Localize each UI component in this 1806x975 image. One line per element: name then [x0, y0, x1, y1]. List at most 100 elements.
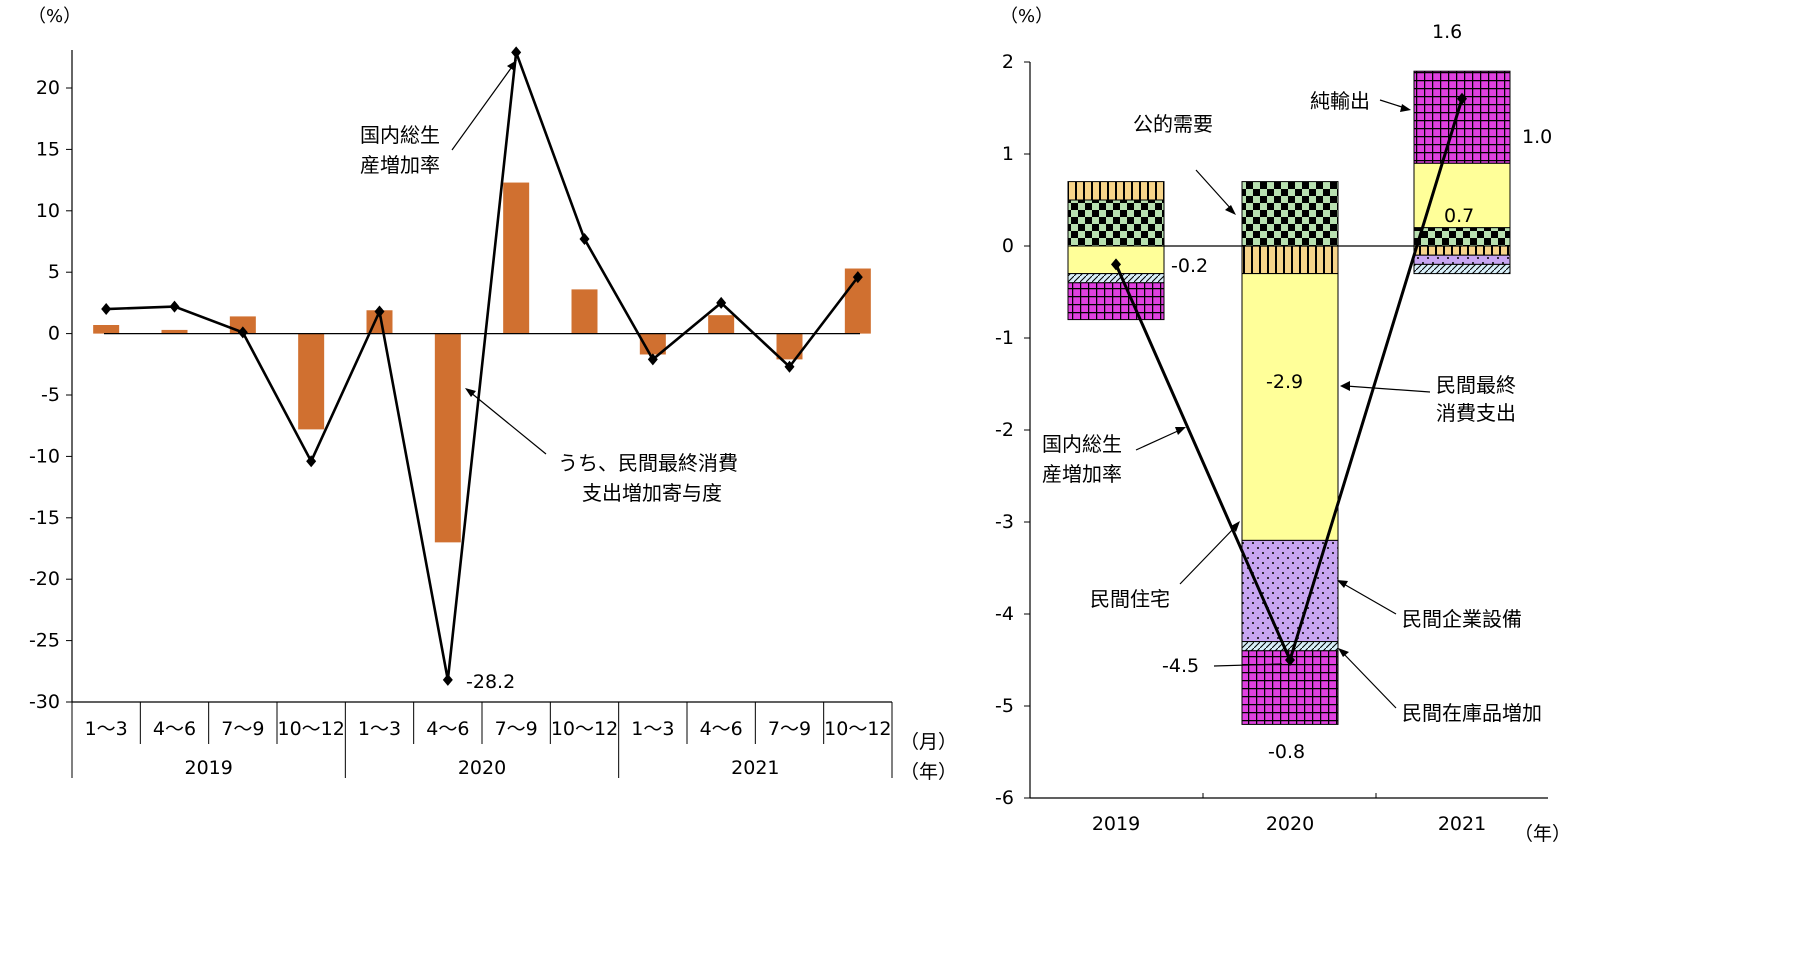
left-gdp-point: [374, 305, 385, 318]
left-gdp-point: [169, 300, 180, 313]
left-x-tick-label: 1～3: [85, 718, 128, 740]
label-gdp-2020: -4.5: [1162, 655, 1199, 677]
right-gdp-point: [1457, 92, 1467, 105]
label-pce-2020: -2.9: [1266, 371, 1303, 393]
left-annotation-arrows: [451, 60, 547, 455]
left-x-tick-label: 4～6: [700, 718, 743, 740]
stacked-segment-yellow: [1413, 162, 1511, 229]
right-y-tick-label: -2: [995, 419, 1014, 441]
left-y-unit-label: （%）: [28, 6, 81, 27]
left-year-unit: （年）: [900, 761, 957, 783]
right-stacked-bars: [1067, 70, 1511, 725]
left-gdp-point: [442, 673, 453, 686]
left-y-tick-label: -25: [29, 630, 60, 652]
left-gdp-point: [579, 233, 590, 246]
right-y-tick-label: -5: [995, 695, 1014, 717]
left-gdp-point: [784, 360, 795, 373]
left-gdp-point: [647, 353, 658, 366]
left-gdp-point: [101, 303, 112, 316]
left-y-tick-label: -20: [29, 568, 60, 590]
left-year-label: 2020: [458, 757, 506, 779]
label-netexp-2021: 1.0: [1522, 126, 1552, 148]
left-bar: [708, 315, 735, 334]
left-gdp-point: [306, 455, 317, 468]
stacked-segment-dots: [1241, 539, 1339, 643]
stacked-segment-vstripe: [1067, 181, 1165, 201]
left-x-axis: 1～3 4～6 7～9 10～12 1～3 4～6 7～9 10～12 1～3 4～6 7～9 10～…: [71, 701, 893, 779]
stacked-segment-grid: [1067, 282, 1165, 321]
left-x-tick-label: 4～6: [426, 718, 469, 740]
right-y-tick-label: 0: [1002, 235, 1014, 257]
right-annotation-arrows: [1135, 99, 1431, 709]
left-x-tick-label: 1～3: [358, 718, 401, 740]
right-x-tick-label: 2020: [1266, 813, 1314, 835]
right-y-tick-label: -4: [995, 603, 1014, 625]
stacked-segment-diag: [1067, 273, 1165, 284]
right-year-unit: （年）: [1514, 823, 1571, 845]
stacked-segment-checker: [1241, 181, 1339, 247]
left-y-tick-label: 0: [48, 323, 60, 345]
stacked-segment-diag: [1241, 641, 1339, 652]
left-y-tick-label: -15: [29, 507, 60, 529]
left-gdp-point: [237, 326, 248, 339]
label-netexp-2020: -0.8: [1268, 741, 1305, 763]
left-bar: [93, 325, 120, 334]
annual-contribution-chart: （%） 2 1 0 -1 -2 -3 -4 -5 -6 2019 2020 2021 （年） -0.…: [995, 6, 1571, 845]
right-y-tick-label: -3: [995, 511, 1014, 533]
left-x-tick-label: 7～9: [221, 718, 264, 740]
left-bar: [503, 182, 530, 334]
left-y-tick-label: 15: [36, 138, 60, 160]
left-y-tick-label: 10: [36, 200, 60, 222]
stacked-segment-vstripe: [1413, 245, 1511, 256]
left-pce-label-line2: 支出増加寄与度: [582, 481, 722, 505]
right-y-unit-label: （%）: [1000, 6, 1053, 27]
stacked-segment-checker: [1067, 199, 1165, 247]
right-y-tick-label: -1: [995, 327, 1014, 349]
left-gdp-label-line2: 産増加率: [360, 153, 440, 177]
label-private-investment: 民間企業設備: [1402, 607, 1522, 631]
stacked-segment-diag: [1413, 263, 1511, 275]
right-y-tick-label: -6: [995, 787, 1014, 809]
left-year-label: 2019: [184, 757, 232, 779]
left-y-tick-label: -30: [29, 691, 60, 713]
left-y-tick-label: 5: [48, 261, 60, 283]
label-gdp-2019: -0.2: [1171, 255, 1208, 277]
left-x-tick-label: 10～12: [277, 718, 344, 740]
right-gdp-line: [1111, 92, 1467, 666]
left-bar: [161, 329, 188, 334]
left-gdp-line: [101, 46, 863, 686]
left-x-tick-label: 1～3: [631, 718, 674, 740]
left-bar: [298, 333, 325, 430]
left-y-tick-label: 20: [36, 77, 60, 99]
left-month-unit: （月）: [900, 731, 957, 753]
right-y-tick-label: 2: [1002, 51, 1014, 73]
left-x-tick-label: 7～9: [768, 718, 811, 740]
left-x-tick-label: 10～12: [551, 718, 618, 740]
left-y-axis: 20 15 10 5 0 -5 -10 -15 -20 -25 -30: [29, 50, 73, 713]
left-y-tick-label: -10: [29, 445, 60, 467]
left-min-value-label: -28.2: [466, 671, 515, 693]
left-x-tick-label: 10～12: [824, 718, 891, 740]
left-x-tick-label: 7～9: [495, 718, 538, 740]
label-pce-2021: 0.7: [1444, 205, 1474, 227]
label-gdp-2021: 1.6: [1432, 21, 1462, 43]
label-pce-line1: 民間最終: [1436, 373, 1516, 397]
stacked-segment-yellow: [1241, 273, 1339, 541]
stacked-segment-vstripe: [1241, 245, 1339, 275]
label-gdp-line2: 産増加率: [1042, 462, 1122, 486]
right-x-tick-label: 2021: [1438, 813, 1486, 835]
left-gdp-point: [716, 296, 727, 309]
right-y-tick-label: 1: [1002, 143, 1014, 165]
left-bar: [571, 289, 598, 334]
left-gdp-label-line1: 国内総生: [360, 123, 440, 147]
label-gdp-line1: 国内総生: [1042, 432, 1122, 456]
left-gdp-point: [852, 271, 863, 284]
label-private-housing: 民間住宅: [1090, 587, 1170, 611]
left-x-tick-label: 4～6: [153, 718, 196, 740]
left-gdp-polyline: [106, 51, 859, 681]
right-gdp-point: [1285, 654, 1295, 666]
label-pce-line2: 消費支出: [1436, 401, 1516, 425]
right-gdp-point: [1111, 258, 1121, 271]
